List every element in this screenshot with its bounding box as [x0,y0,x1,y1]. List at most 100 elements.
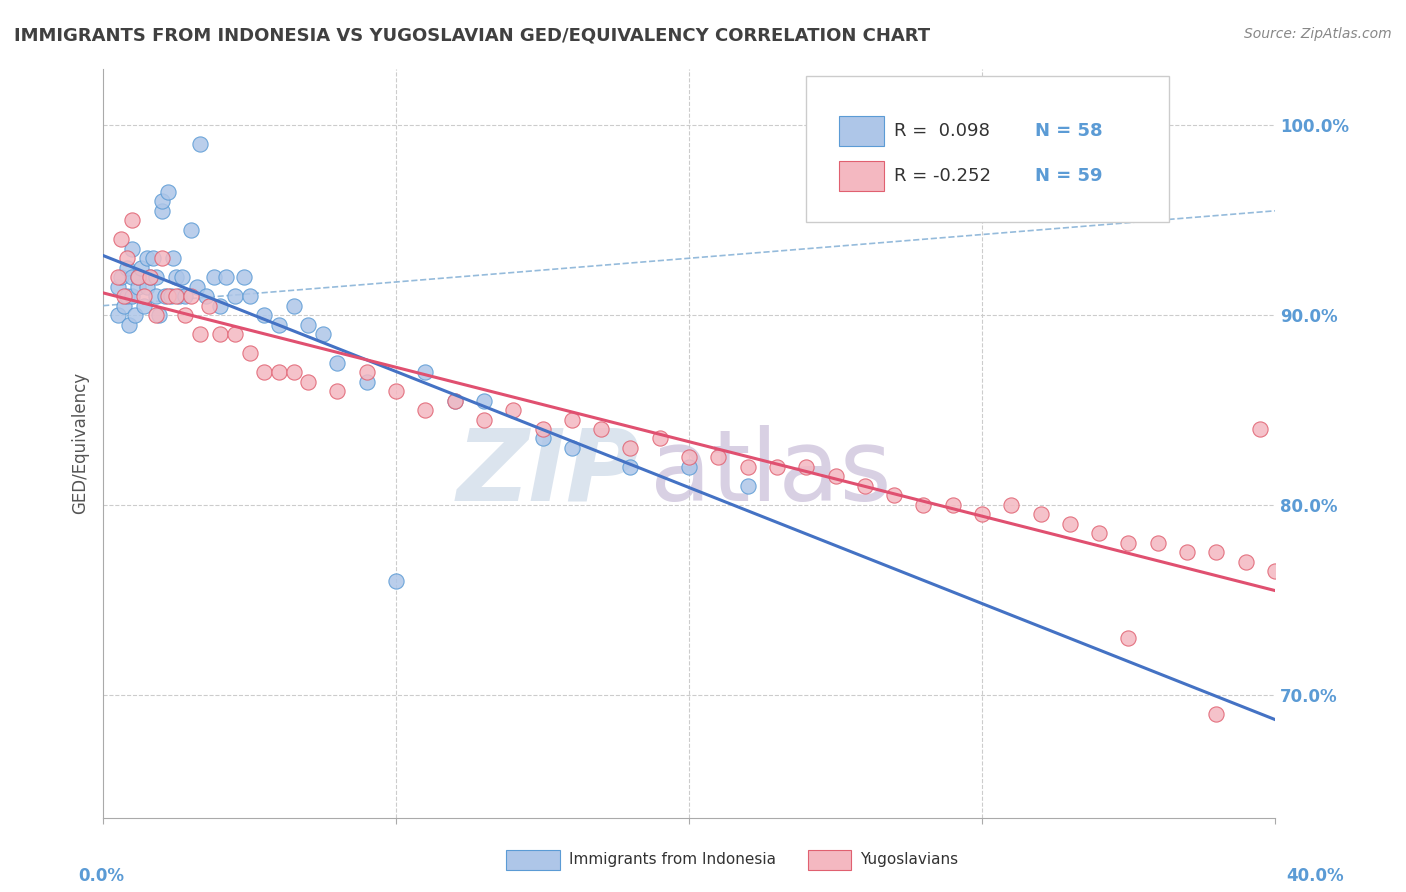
Point [443,393,465,408]
Point [1088,526,1111,541]
Point [169,289,191,303]
Point [121,242,143,256]
Point [162,252,184,266]
Point [1249,422,1271,436]
Point [118,318,141,332]
Point [356,365,378,379]
Point [145,270,167,285]
Point [1264,564,1286,578]
Point [156,185,179,199]
Text: atlas: atlas [650,425,891,522]
Point [1234,555,1257,569]
Point [115,289,138,303]
Point [165,289,187,303]
Point [1146,536,1168,550]
Point [127,270,149,285]
Text: ZIP: ZIP [457,425,640,522]
Point [165,270,187,285]
Point [385,384,408,398]
Text: 0.0%: 0.0% [79,867,124,885]
Text: Immigrants from Indonesia: Immigrants from Indonesia [569,853,776,867]
Point [678,459,700,474]
Point [129,260,152,275]
Point [267,318,290,332]
Point [1059,516,1081,531]
Point [150,203,173,218]
Point [283,299,305,313]
Point [107,279,129,293]
Point [112,289,135,303]
Point [766,459,789,474]
Point [134,299,156,313]
Point [297,318,319,332]
Point [1205,545,1227,559]
Point [148,308,170,322]
Point [188,327,211,342]
Point [1000,498,1022,512]
FancyBboxPatch shape [839,116,883,145]
Point [115,260,138,275]
Point [224,327,246,342]
Point [253,308,276,322]
Point [737,459,759,474]
Point [159,289,181,303]
Point [356,375,378,389]
Point [127,270,149,285]
Point [1118,631,1140,645]
Point [283,365,305,379]
Point [1029,508,1052,522]
Point [415,365,437,379]
Point [472,393,495,408]
Point [561,441,583,455]
Point [156,289,179,303]
Point [180,223,202,237]
Text: R = -0.252: R = -0.252 [894,167,991,185]
Y-axis label: GED/Equivalency: GED/Equivalency [72,372,89,515]
Point [107,308,129,322]
Point [312,327,335,342]
Point [124,308,146,322]
Point [912,498,935,512]
Point [1205,706,1227,721]
Point [232,270,254,285]
Point [942,498,965,512]
Point [824,469,846,483]
Point [127,279,149,293]
Point [110,270,132,285]
Point [883,488,905,502]
Point [678,450,700,465]
FancyBboxPatch shape [806,76,1170,222]
Point [115,252,138,266]
Point [215,270,238,285]
Point [153,289,176,303]
Point [267,365,290,379]
Point [1118,536,1140,550]
Point [853,479,876,493]
Point [326,355,349,369]
Point [134,289,156,303]
Point [136,279,159,293]
Point [970,508,993,522]
Point [172,270,194,285]
Point [110,232,132,246]
Point [415,403,437,417]
Point [121,213,143,227]
Point [194,289,217,303]
Point [326,384,349,398]
Point [145,308,167,322]
Point [619,459,641,474]
Point [239,289,262,303]
Text: N = 59: N = 59 [1035,167,1102,185]
Text: Source: ZipAtlas.com: Source: ZipAtlas.com [1244,27,1392,41]
Point [707,450,730,465]
Text: N = 58: N = 58 [1035,121,1102,140]
Text: 40.0%: 40.0% [1286,867,1343,885]
Point [209,327,232,342]
Point [794,459,817,474]
Point [180,289,202,303]
Point [619,441,641,455]
Point [443,393,465,408]
Point [297,375,319,389]
Point [139,270,162,285]
Point [591,422,613,436]
